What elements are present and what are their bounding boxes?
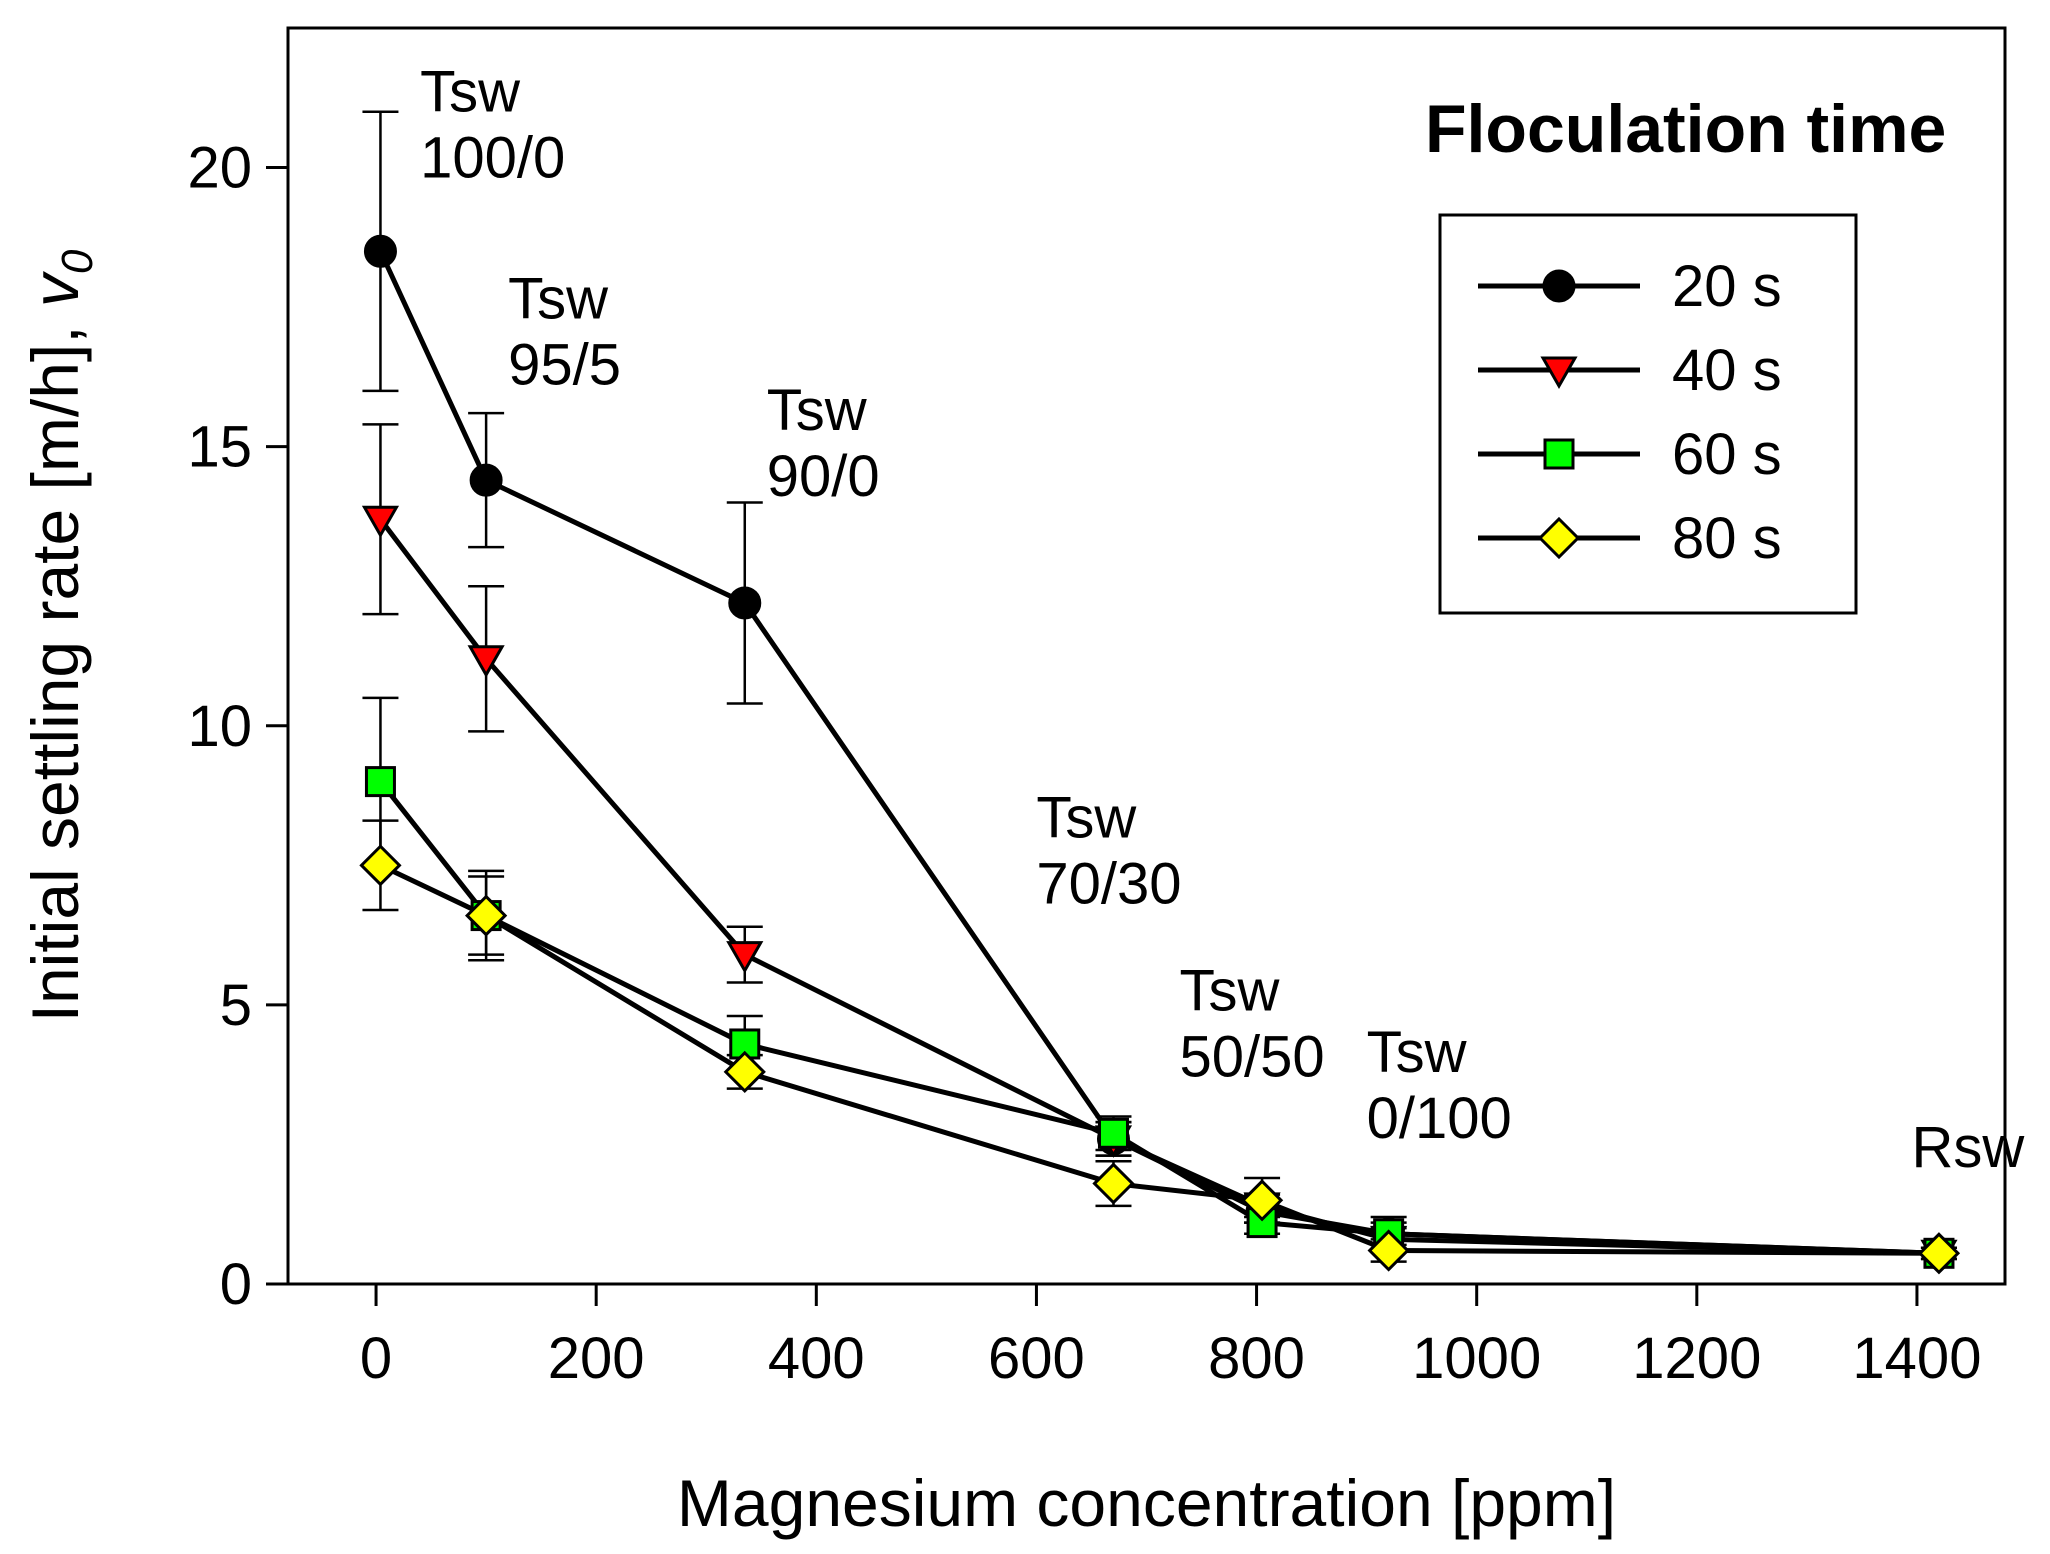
annotation-line: Tsw — [767, 378, 868, 443]
series-60s — [362, 696, 1957, 1261]
legend-entry: 40 s — [1478, 338, 1782, 403]
legend-title: Floculation time — [1425, 91, 1946, 167]
annotation-line: Tsw — [1367, 1020, 1468, 1085]
x-tick-label: 1200 — [1632, 1326, 1761, 1391]
legend-label: 20 s — [1672, 254, 1782, 319]
legend-label: 80 s — [1672, 506, 1782, 571]
legend-marker — [1542, 269, 1576, 303]
y-axis-label: Initial settling rate [m/h], v0 — [18, 249, 102, 1022]
data-point — [464, 894, 508, 937]
legend-marker — [1540, 356, 1578, 390]
legend-label: 60 s — [1672, 422, 1782, 487]
legend-box — [1438, 213, 1858, 615]
y-axis-label-symbol: v — [18, 270, 92, 307]
legend: Floculation time 20 s 40 s 60 s 80 s — [1425, 91, 1946, 615]
legend-label: 40 s — [1672, 338, 1782, 403]
annotation-label: Rsw — [1911, 1115, 2025, 1180]
data-point — [359, 844, 402, 887]
annotation-line: 90/0 — [767, 444, 880, 509]
data-point — [364, 766, 396, 798]
x-tick-label: 800 — [1208, 1326, 1305, 1391]
data-point — [728, 586, 762, 620]
axes: 0 200 400 600 800 1000 1200 1400 0 5 10 15 20 Magnesi… — [18, 136, 1981, 1540]
x-tick-label: 1400 — [1852, 1326, 1981, 1391]
y-tick-label: 5 — [220, 973, 252, 1038]
y-tick-label: 20 — [187, 136, 252, 201]
annotation-label: Tsw 0/100 — [1367, 1020, 1512, 1151]
annotation-line: Rsw — [1911, 1115, 2025, 1180]
x-tick-label: 600 — [988, 1326, 1085, 1391]
annotation-label: Tsw 95/5 — [508, 266, 621, 397]
data-point — [363, 234, 397, 268]
data-point — [361, 505, 400, 539]
legend-marker — [1537, 516, 1581, 560]
annotation-label: Tsw 50/50 — [1180, 958, 1325, 1089]
data-point — [1917, 1232, 1961, 1275]
legend-entry: 20 s — [1478, 254, 1782, 319]
y-tick-label: 15 — [187, 415, 252, 480]
legend-marker — [1543, 438, 1575, 470]
plot-area — [286, 26, 2007, 1286]
series-group — [359, 110, 1961, 1275]
annotation-line: 100/0 — [420, 126, 565, 191]
x-tick-label: 0 — [360, 1326, 392, 1391]
legend-entry: 60 s — [1478, 422, 1782, 487]
data-point — [1367, 1229, 1410, 1272]
data-point — [469, 463, 503, 497]
x-tick-label: 400 — [768, 1326, 865, 1391]
annotation-line: 0/100 — [1367, 1086, 1512, 1151]
x-tick-label: 200 — [548, 1326, 645, 1391]
annotation-label: Tsw 90/0 — [767, 378, 880, 509]
legend-entry: 80 s — [1478, 506, 1782, 571]
annotation-line: 70/30 — [1036, 851, 1181, 916]
y-axis-label-group: Initial settling rate [m/h], v0 — [18, 249, 102, 1022]
data-point — [723, 1050, 766, 1093]
annotation-line: Tsw — [420, 60, 521, 125]
x-tick-label: 1000 — [1412, 1326, 1541, 1391]
markers-80s — [359, 844, 1961, 1275]
annotation-label: Tsw 70/30 — [1036, 785, 1181, 916]
y-tick-label: 10 — [187, 694, 252, 759]
y-tick-label: 0 — [220, 1252, 252, 1317]
markers-60s — [364, 766, 1955, 1269]
annotation-label: Tsw 100/0 — [420, 60, 565, 191]
annotation-line: Tsw — [508, 266, 609, 331]
y-axis-label-text: Initial settling rate [m/h], — [18, 307, 92, 1022]
annotation-line: Tsw — [1036, 785, 1137, 850]
y-axis-label-subscript: 0 — [53, 249, 102, 274]
data-point — [467, 645, 505, 678]
data-point — [1240, 1179, 1284, 1222]
annotation-line: 95/5 — [508, 332, 621, 397]
data-point — [726, 941, 764, 974]
x-axis-label: Magnesium concentration [ppm] — [677, 1466, 1616, 1540]
data-point — [1092, 1162, 1135, 1205]
annotation-line: 50/50 — [1180, 1024, 1325, 1089]
annotation-line: Tsw — [1180, 958, 1281, 1023]
series-line — [379, 863, 1939, 1256]
data-point — [1097, 1117, 1129, 1149]
plot-frame — [286, 26, 2007, 1286]
